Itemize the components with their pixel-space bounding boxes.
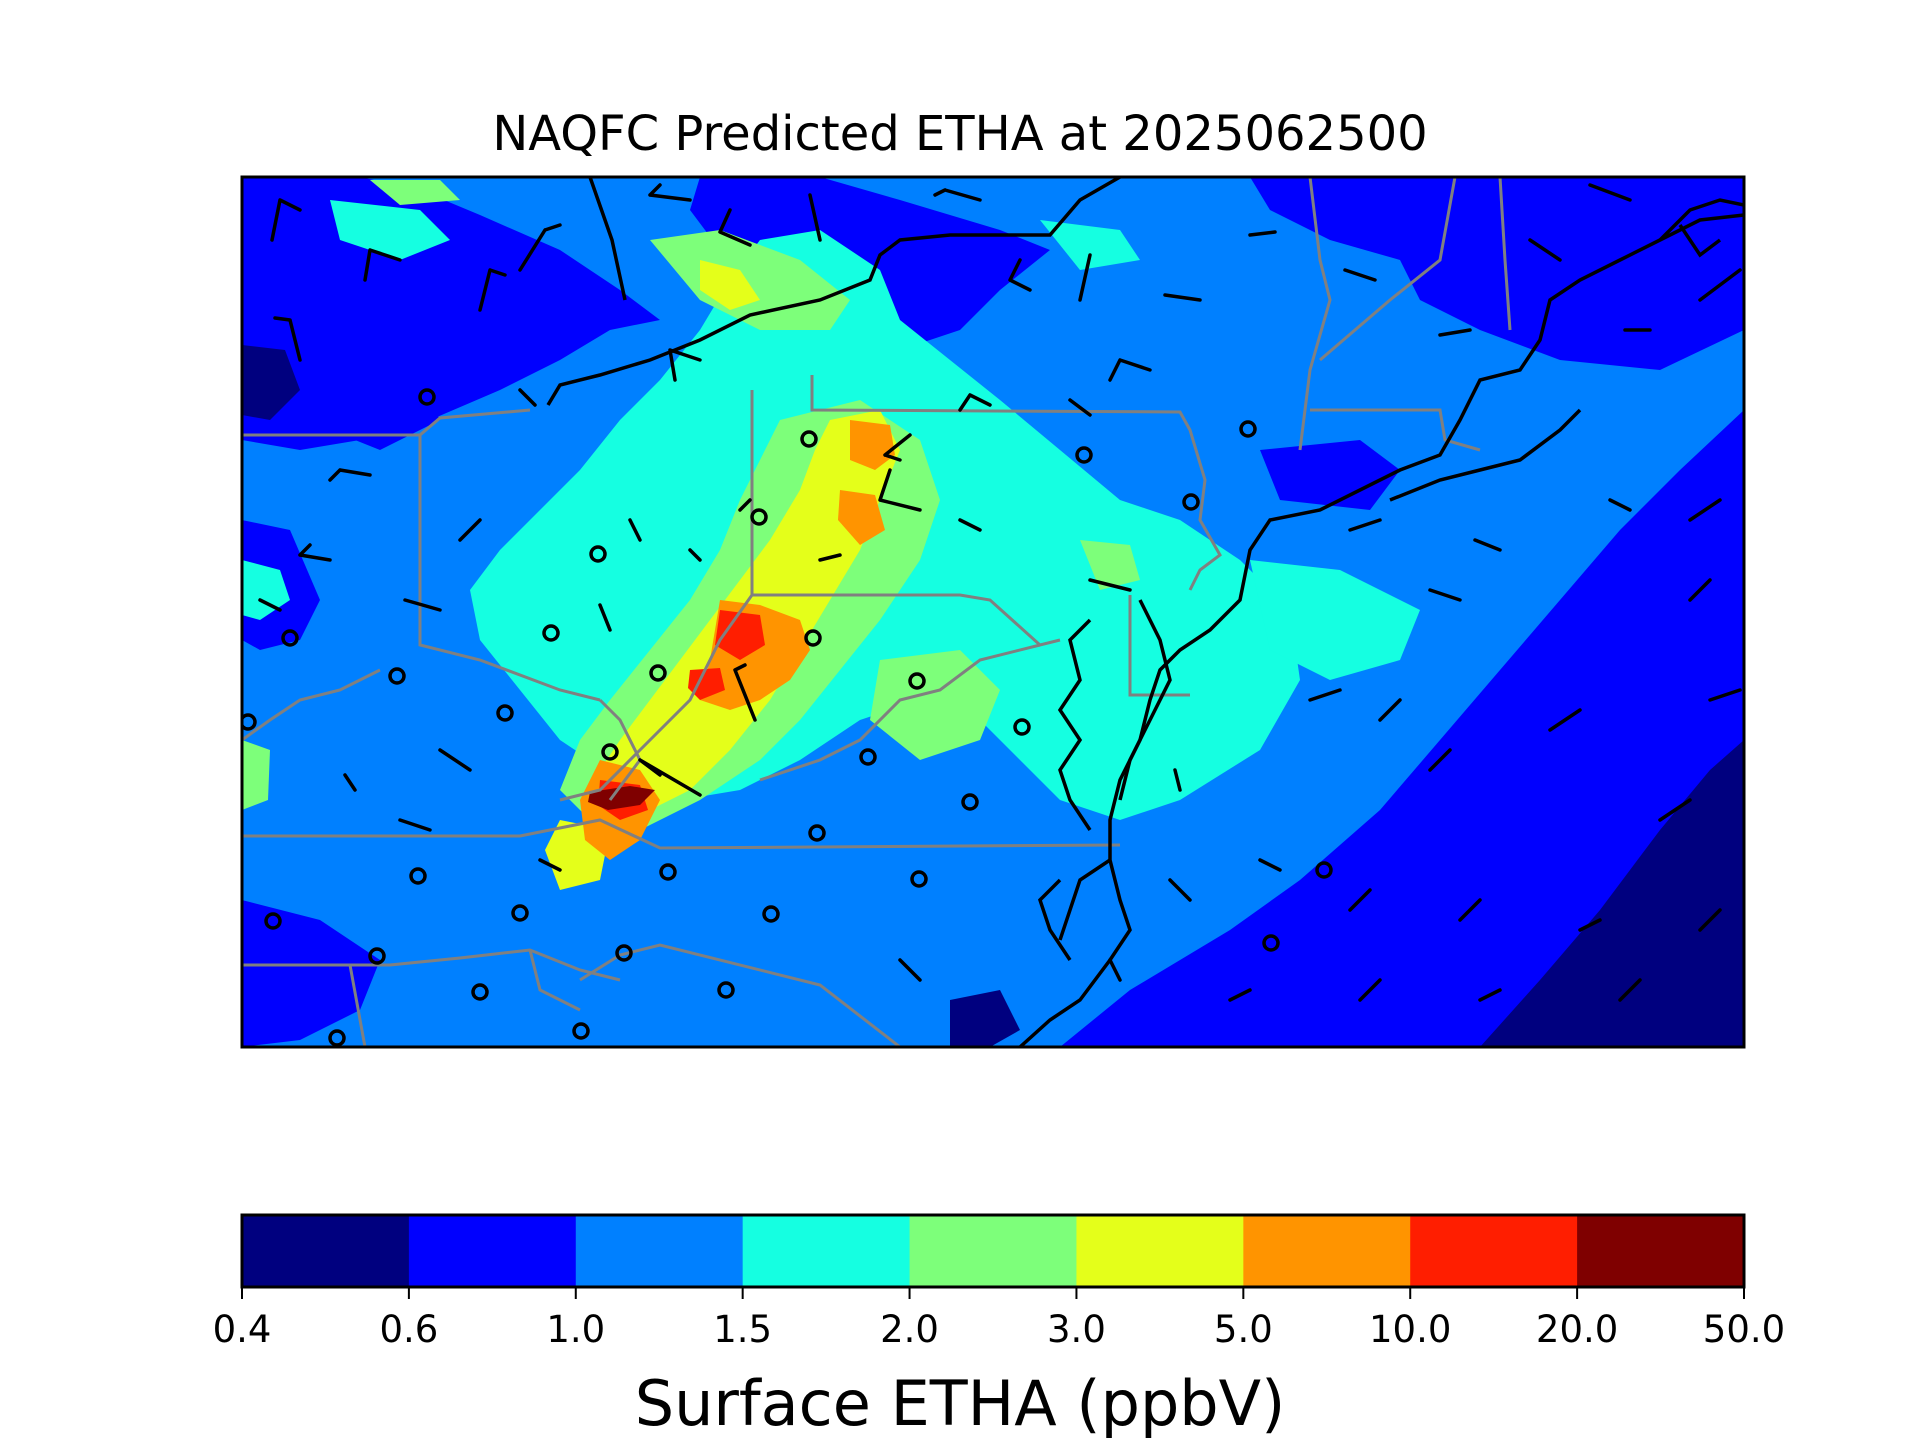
colorbar-bin (1243, 1215, 1411, 1287)
colorbar-tick-label: 1.0 (546, 1308, 605, 1351)
state-borders (242, 177, 1512, 1047)
colorbar-bin (1076, 1215, 1244, 1287)
field-0.4-0.6 (242, 345, 1744, 1047)
colorbar-bin (1577, 1215, 1745, 1287)
colorbar-bins (242, 1215, 1745, 1287)
coastline (546, 177, 1744, 1047)
plot-title: NAQFC Predicted ETHA at 2025062500 (492, 106, 1428, 162)
colorbar-bin (1410, 1215, 1578, 1287)
colorbar-tick-label: 3.0 (1047, 1308, 1106, 1351)
colorbar-tick-label: 10.0 (1369, 1308, 1451, 1351)
colorbar-ticks: 0.4 0.6 1.0 1.5 2.0 3.0 5.0 10.0 20.0 50.0 (213, 1287, 1785, 1351)
colorbar-label: Surface ETHA (ppbV) (634, 1367, 1286, 1440)
station-markers (242, 388, 1333, 1047)
wind-barbs (258, 183, 1742, 1002)
colorbar-bin (575, 1215, 744, 1287)
colorbar-bin (742, 1215, 911, 1287)
colorbar-tick-label: 5.0 (1214, 1308, 1273, 1351)
colorbar-tick-label: 50.0 (1703, 1308, 1785, 1351)
field-20.0-50.0 (588, 786, 655, 810)
map-frame (240, 175, 1746, 1049)
colorbar-tick-label: 0.6 (379, 1308, 438, 1351)
colorbar-bin (909, 1215, 1077, 1287)
colorbar-bin (242, 1215, 410, 1287)
colorbar-tick-label: 20.0 (1536, 1308, 1618, 1351)
colorbar-tick-label: 1.5 (713, 1308, 772, 1351)
colorbar-frame (240, 1213, 1746, 1289)
colorbar-bin (408, 1215, 577, 1287)
colorbar-tick-label: 2.0 (880, 1308, 939, 1351)
colorbar-tick-label: 0.4 (213, 1308, 272, 1351)
